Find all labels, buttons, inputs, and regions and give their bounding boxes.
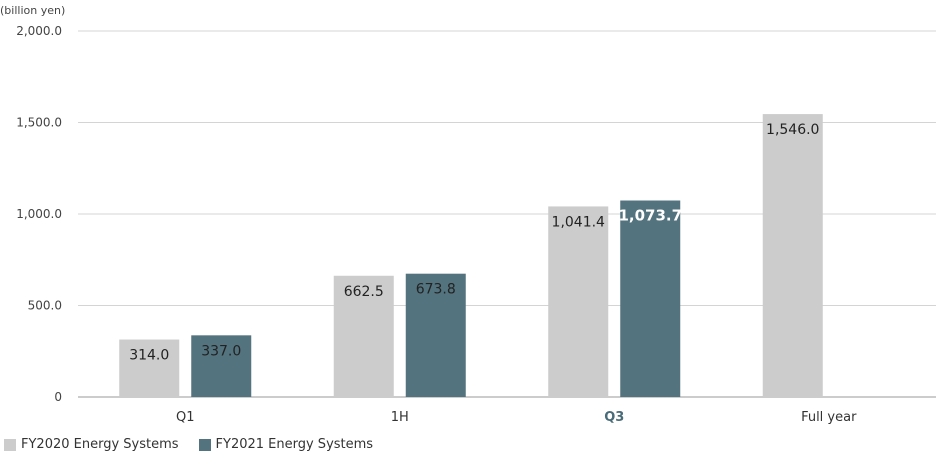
unit-label: (billion yen) <box>0 4 65 17</box>
y-axis-ticks: 0 500.0 1,000.0 1,500.0 2,000.0 <box>16 24 62 404</box>
bar-fy2020 <box>548 206 609 397</box>
data-labels: 314.0 337.0 662.5 673.8 1,041.4 1,073.7 1,546.… <box>129 122 819 363</box>
y-tick-label: 2,000.0 <box>16 24 62 38</box>
bar-fy2021 <box>620 200 681 397</box>
bar-fy2021 <box>191 335 252 397</box>
legend-swatch-fy2021 <box>198 438 211 451</box>
bar-fy2020 <box>119 339 180 397</box>
y-tick-label: 500.0 <box>28 299 62 313</box>
category-label: Q3 <box>604 410 624 425</box>
bar-fy2021 <box>405 273 466 397</box>
data-label: 314.0 <box>129 348 169 364</box>
category-label: Q1 <box>176 410 195 425</box>
legend-item-fy2021: FY2021 Energy Systems <box>198 437 374 452</box>
legend-label-fy2021: FY2021 Energy Systems <box>215 437 374 452</box>
y-tick-label: 0 <box>54 390 62 404</box>
bar-fy2020 <box>762 114 823 397</box>
category-label: Full year <box>801 410 857 425</box>
data-label: 1,546.0 <box>766 122 819 138</box>
data-label: 1,041.4 <box>552 214 606 230</box>
legend: FY2020 Energy Systems FY2021 Energy Syst… <box>4 437 393 452</box>
legend-item-fy2020: FY2020 Energy Systems <box>4 437 179 452</box>
bar-fy2020 <box>333 275 394 397</box>
data-label: 1,073.7 <box>618 207 682 225</box>
y-tick-label: 1,500.0 <box>16 116 62 130</box>
bars <box>119 114 823 397</box>
category-label: 1H <box>391 410 409 425</box>
data-label: 337.0 <box>201 343 241 359</box>
y-tick-label: 1,000.0 <box>16 207 62 221</box>
data-label: 662.5 <box>344 284 384 300</box>
legend-label-fy2020: FY2020 Energy Systems <box>21 437 179 452</box>
legend-swatch-fy2020 <box>4 438 16 451</box>
category-labels: Q1 1H Q3 Full year <box>176 410 857 425</box>
data-label: 673.8 <box>416 282 456 298</box>
